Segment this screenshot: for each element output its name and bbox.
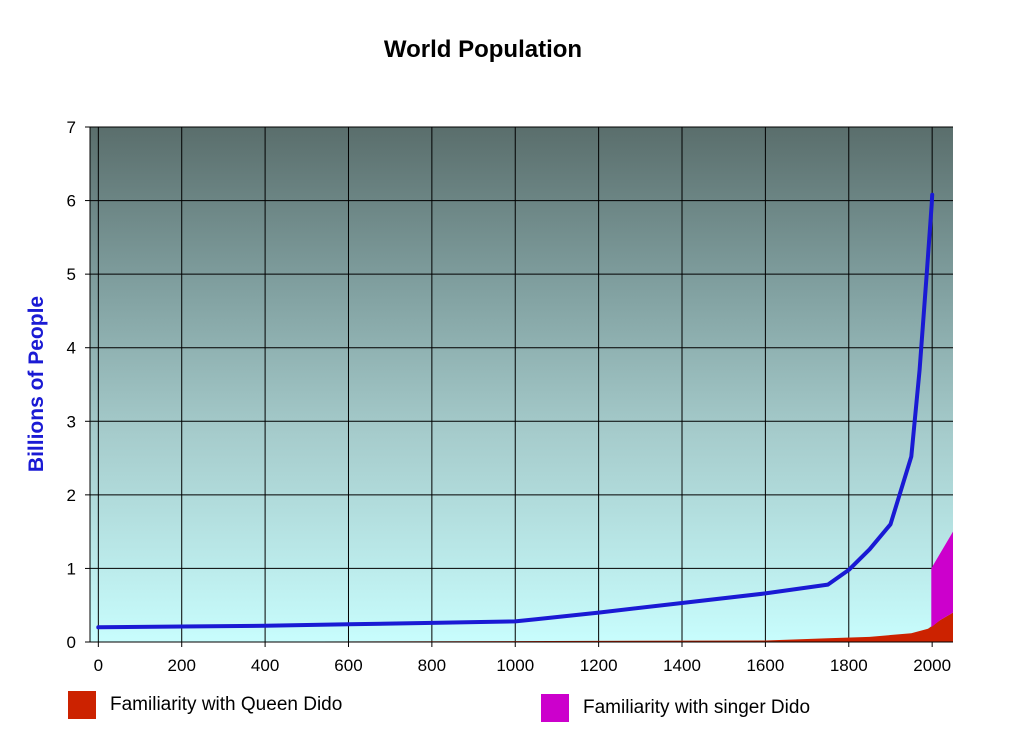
legend-item-queen-dido: Familiarity with Queen Dido	[68, 691, 342, 719]
legend-swatch-queen-dido	[68, 691, 96, 719]
x-tick-label-5: 1000	[496, 656, 534, 675]
y-axis-label: Billions of People	[25, 296, 48, 472]
line-series-0	[96, 192, 935, 630]
x-tick-labels: 0 200 400 600 800 1000 1200 1400 1600 1800 2000	[94, 656, 951, 675]
y-tick-label-5: 5	[67, 265, 76, 284]
legend-label-singer-dido: Familiarity with singer Dido	[583, 697, 811, 718]
grid-lines	[90, 126, 953, 643]
y-tick-label-6: 6	[67, 192, 76, 211]
x-tick-label-3: 600	[334, 656, 362, 675]
y-tick-label-3: 3	[67, 412, 76, 431]
axes	[85, 126, 953, 647]
x-tick-label-2: 400	[251, 656, 279, 675]
y-tick-label-7: 7	[67, 118, 76, 137]
x-tick-label-6: 1200	[580, 656, 618, 675]
y-tick-label-4: 4	[67, 339, 76, 358]
area-series-2	[931, 531, 953, 628]
area-series	[90, 531, 953, 642]
x-tick-label-9: 1800	[830, 656, 868, 675]
x-tick-label-4: 800	[418, 656, 446, 675]
x-tick-label-7: 1400	[663, 656, 701, 675]
chart-title: World Population	[383, 36, 583, 63]
y-tick-labels: 0 1 2 3 4 5 6 7	[67, 118, 76, 652]
y-tick-label-0: 0	[67, 633, 76, 652]
area-series-1	[90, 612, 953, 642]
x-tick-label-10: 2000	[913, 656, 951, 675]
y-tick-label-1: 1	[67, 559, 76, 578]
y-tick-label-2: 2	[67, 486, 76, 505]
legend-swatch-singer-dido	[541, 694, 569, 722]
legend-item-singer-dido: Familiarity with singer Dido	[541, 694, 810, 722]
x-tick-label-8: 1600	[746, 656, 784, 675]
line-series	[96, 192, 935, 630]
plot-background	[90, 127, 953, 642]
legend-label-queen-dido: Familiarity with Queen Dido	[110, 694, 343, 715]
x-tick-label-1: 200	[168, 656, 196, 675]
x-tick-label-0: 0	[94, 656, 103, 675]
